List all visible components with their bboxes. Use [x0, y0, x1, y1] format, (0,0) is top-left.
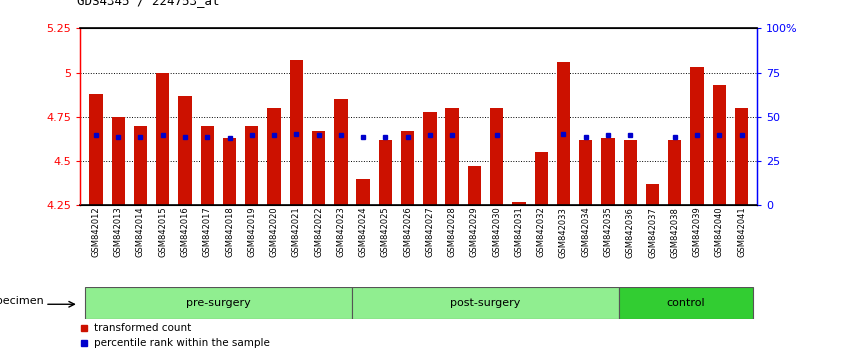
Bar — [112, 117, 125, 205]
Bar — [156, 73, 169, 205]
Text: transformed count: transformed count — [94, 322, 191, 332]
Text: GDS4345 / 224753_at: GDS4345 / 224753_at — [77, 0, 219, 7]
Bar — [490, 108, 503, 205]
Bar — [513, 202, 525, 205]
Bar — [690, 67, 704, 205]
Bar — [557, 62, 570, 205]
Bar — [334, 99, 348, 205]
Bar — [289, 60, 303, 205]
Bar — [245, 126, 259, 205]
Bar — [134, 126, 147, 205]
Bar — [602, 138, 615, 205]
Bar — [356, 179, 370, 205]
Bar — [468, 166, 481, 205]
Text: pre-surgery: pre-surgery — [186, 298, 250, 308]
Bar — [668, 140, 682, 205]
Bar — [624, 140, 637, 205]
Text: specimen: specimen — [0, 296, 44, 306]
Bar — [90, 94, 102, 205]
Bar — [423, 112, 437, 205]
Bar — [446, 108, 459, 205]
Bar — [401, 131, 415, 205]
Text: control: control — [667, 298, 706, 308]
Bar — [579, 140, 592, 205]
Bar — [312, 131, 325, 205]
Bar — [85, 287, 352, 319]
Bar — [712, 85, 726, 205]
Bar — [735, 108, 748, 205]
Bar — [201, 126, 214, 205]
Bar — [179, 96, 192, 205]
Bar — [379, 140, 392, 205]
Bar — [619, 287, 753, 319]
Bar — [645, 184, 659, 205]
Bar — [535, 152, 548, 205]
Bar — [222, 138, 236, 205]
Bar — [352, 287, 619, 319]
Text: post-surgery: post-surgery — [450, 298, 521, 308]
Text: percentile rank within the sample: percentile rank within the sample — [94, 338, 270, 348]
Bar — [267, 108, 281, 205]
